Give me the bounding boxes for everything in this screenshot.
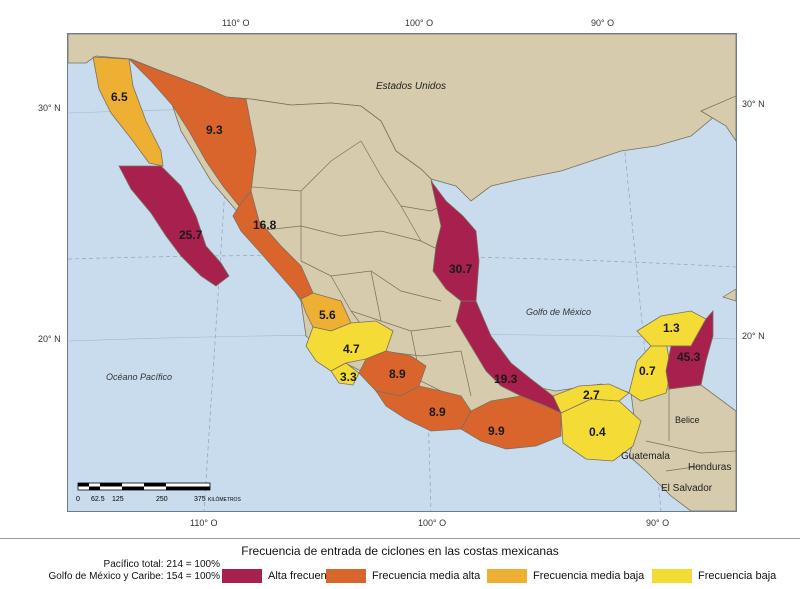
label-salvador: El Salvador bbox=[661, 483, 713, 494]
legend-label-baja: Frecuencia baja bbox=[698, 570, 777, 582]
mexico-interior bbox=[160, 70, 632, 422]
value-baja-sur: 25.7 bbox=[179, 228, 203, 242]
coord-top-110: 110° O bbox=[222, 18, 250, 28]
usa-florida bbox=[700, 95, 736, 142]
map-canvas: Estados Unidos Golfo de México Océano Pa… bbox=[68, 34, 736, 511]
state-campeche bbox=[628, 340, 672, 402]
coord-right-20n: 20° N bbox=[742, 331, 765, 341]
value-tamaulipas: 30.7 bbox=[449, 262, 473, 276]
coord-top-100: 100° O bbox=[405, 18, 434, 28]
label-honduras: Honduras bbox=[688, 462, 731, 473]
legend-item-media-baja: Frecuencia media baja bbox=[487, 568, 644, 584]
coord-right-30n: 30° N bbox=[742, 99, 765, 109]
state-baja-norte bbox=[92, 56, 164, 167]
value-yucatan: 1.3 bbox=[663, 321, 680, 335]
coord-left-30n: 30° N bbox=[38, 103, 61, 113]
scale-tick-375: 375 bbox=[194, 496, 206, 503]
scale-bar bbox=[77, 482, 211, 491]
value-quintana-roo: 45.3 bbox=[677, 350, 701, 364]
state-veracruz bbox=[455, 300, 562, 414]
legend-label-media-baja: Frecuencia media baja bbox=[533, 570, 645, 582]
legend-label-media-alta: Frecuencia media alta bbox=[372, 570, 481, 582]
legend: Frecuencia de entrada de ciclones en las… bbox=[0, 538, 800, 589]
value-michoacan: 8.9 bbox=[389, 367, 406, 381]
legend-swatch-alta bbox=[222, 569, 262, 583]
central-america-borders bbox=[645, 389, 736, 472]
value-oaxaca: 9.9 bbox=[488, 424, 505, 438]
value-colima: 3.3 bbox=[340, 370, 357, 384]
legend-swatch-media-baja bbox=[487, 569, 527, 583]
state-tamaulipas bbox=[430, 180, 480, 302]
coord-bottom-100: 100° O bbox=[418, 518, 447, 528]
state-tabasco bbox=[552, 383, 630, 414]
state-quintana-roo bbox=[665, 309, 714, 390]
legend-swatch-baja bbox=[652, 569, 692, 583]
legend-label-alta: Alta frecuencia bbox=[268, 570, 341, 582]
cuba-tip bbox=[722, 288, 736, 302]
legend-item-alta: Alta frecuencia bbox=[222, 568, 341, 584]
state-colima bbox=[330, 362, 360, 386]
legend-item-media-alta: Frecuencia media alta bbox=[326, 568, 480, 584]
legend-title: Frecuencia de entrada de ciclones en las… bbox=[241, 544, 559, 558]
coord-top-90: 90° O bbox=[591, 18, 615, 28]
value-nayarit: 5.6 bbox=[319, 308, 336, 322]
coord-left-20n: 20° N bbox=[38, 334, 61, 344]
label-usa: Estados Unidos bbox=[376, 81, 446, 92]
value-sinaloa: 16.8 bbox=[253, 218, 277, 232]
value-tabasco: 2.7 bbox=[583, 388, 600, 402]
value-veracruz: 19.3 bbox=[494, 372, 518, 386]
coord-bottom-110: 110° O bbox=[190, 518, 218, 528]
scale-tick-250: 250 bbox=[156, 496, 168, 503]
scale-tick-62: 62.5 bbox=[91, 496, 105, 503]
coord-bottom-90: 90° O bbox=[646, 518, 670, 528]
value-chiapas: 0.4 bbox=[589, 425, 606, 439]
label-gulf: Golfo de México bbox=[526, 307, 591, 317]
legend-swatch-media-alta bbox=[326, 569, 366, 583]
scale-unit: KILÓMETROS bbox=[208, 496, 241, 503]
map-frame: Estados Unidos Golfo de México Océano Pa… bbox=[67, 33, 737, 512]
pacific-total: Pacífico total: 214 = 100% bbox=[103, 559, 220, 570]
gulf-total: Golfo de México y Caribe: 154 = 100% bbox=[48, 571, 220, 582]
label-pacific: Océano Pacífico bbox=[106, 372, 172, 382]
scale-tick-0: 0 bbox=[76, 496, 80, 503]
value-campeche: 0.7 bbox=[639, 364, 656, 378]
value-guerrero: 8.9 bbox=[429, 405, 446, 419]
scale-tick-125: 125 bbox=[112, 496, 124, 503]
label-guatemala: Guatemala bbox=[621, 451, 670, 462]
value-sonora: 9.3 bbox=[206, 123, 223, 137]
value-jalisco: 4.7 bbox=[343, 342, 360, 356]
legend-item-baja: Frecuencia baja bbox=[652, 568, 776, 584]
value-baja-norte: 6.5 bbox=[111, 90, 128, 104]
state-baja-sur bbox=[118, 165, 230, 287]
label-belize: Belice bbox=[675, 415, 700, 425]
